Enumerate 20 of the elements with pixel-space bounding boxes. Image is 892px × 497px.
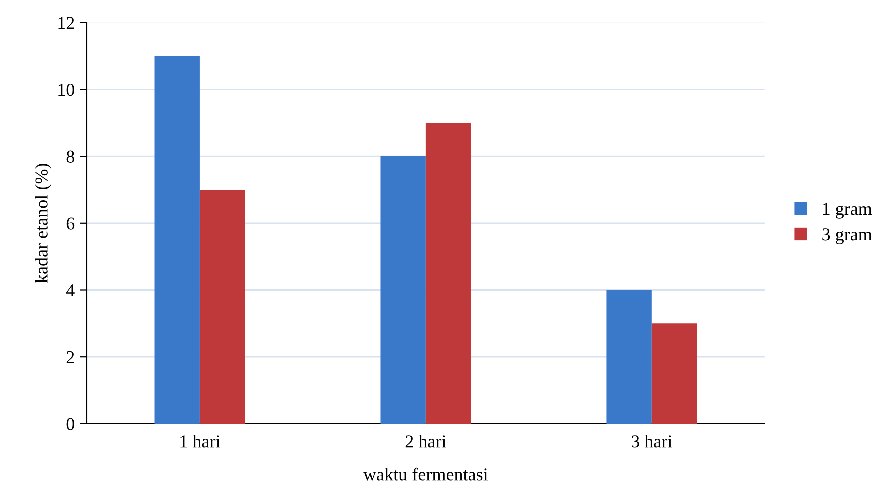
legend-label: 3 gram xyxy=(822,228,872,244)
bar xyxy=(426,123,472,424)
x-tick-label: 2 hari xyxy=(406,435,446,448)
x-tick-label: 3 hari xyxy=(632,435,672,448)
y-tick-label: 8 xyxy=(66,150,74,163)
bar xyxy=(652,324,698,424)
y-tick-label: 6 xyxy=(66,218,75,230)
y-tick-label: 4 xyxy=(66,284,75,297)
x-tick-label: 1 hari xyxy=(180,435,220,448)
y-axis-title: kadar etanol (%) xyxy=(35,164,52,284)
bar xyxy=(200,190,246,424)
y-tick-label: 0 xyxy=(66,418,74,430)
x-axis-title: waktu fermentasi xyxy=(364,468,488,481)
bar xyxy=(380,156,426,424)
bar xyxy=(154,56,200,424)
y-tick-label: 2 xyxy=(66,351,74,364)
bar xyxy=(606,290,652,424)
legend-label: 1 gram xyxy=(823,203,872,219)
y-tick-label: 12 xyxy=(58,17,74,30)
y-tick-label: 10 xyxy=(58,84,74,96)
